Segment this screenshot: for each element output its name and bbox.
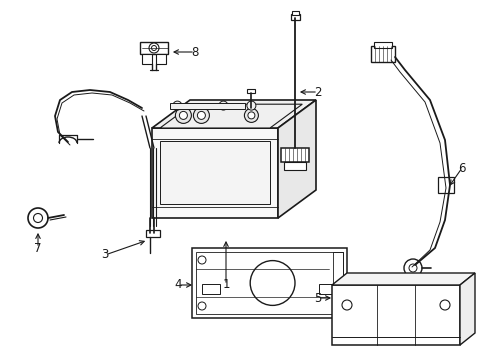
Circle shape — [175, 107, 191, 123]
Text: 2: 2 — [314, 86, 321, 99]
Circle shape — [173, 101, 182, 110]
Circle shape — [34, 213, 42, 222]
Circle shape — [439, 300, 449, 310]
Circle shape — [244, 108, 258, 122]
Circle shape — [247, 112, 254, 119]
Text: 5: 5 — [314, 292, 321, 305]
Circle shape — [250, 261, 294, 305]
Circle shape — [219, 101, 227, 110]
Circle shape — [332, 302, 340, 310]
Bar — [196, 252, 342, 314]
Polygon shape — [459, 273, 474, 345]
Circle shape — [193, 107, 209, 123]
Bar — [290, 14, 299, 20]
Circle shape — [403, 259, 421, 277]
Circle shape — [197, 111, 205, 120]
Circle shape — [408, 264, 416, 272]
Circle shape — [198, 302, 205, 310]
Polygon shape — [331, 273, 474, 285]
Bar — [331, 285, 459, 345]
Circle shape — [341, 300, 351, 310]
Polygon shape — [160, 104, 302, 128]
Bar — [373, 42, 391, 48]
Bar — [332, 252, 342, 314]
Bar — [156, 54, 165, 64]
Text: 3: 3 — [101, 248, 108, 261]
Circle shape — [149, 43, 159, 53]
Polygon shape — [278, 100, 315, 218]
Circle shape — [28, 208, 48, 228]
Bar — [192, 248, 346, 318]
Bar — [437, 177, 453, 193]
Bar — [370, 46, 394, 62]
Circle shape — [179, 111, 187, 120]
Text: 6: 6 — [457, 162, 465, 175]
Bar — [318, 284, 336, 294]
Bar — [160, 141, 269, 204]
Polygon shape — [152, 100, 315, 128]
Bar — [142, 54, 152, 64]
Circle shape — [246, 101, 255, 110]
Bar — [247, 89, 255, 93]
Bar — [146, 230, 160, 237]
Bar — [169, 103, 244, 109]
Text: 1: 1 — [222, 279, 229, 292]
Circle shape — [198, 256, 205, 264]
Bar — [140, 42, 168, 54]
Text: 4: 4 — [174, 279, 182, 292]
Bar — [152, 128, 278, 218]
Text: 7: 7 — [34, 242, 41, 255]
Bar — [202, 284, 220, 294]
Circle shape — [151, 45, 156, 50]
Text: 8: 8 — [191, 45, 198, 59]
Bar — [291, 11, 298, 15]
Bar — [281, 148, 308, 162]
Bar — [284, 162, 305, 170]
